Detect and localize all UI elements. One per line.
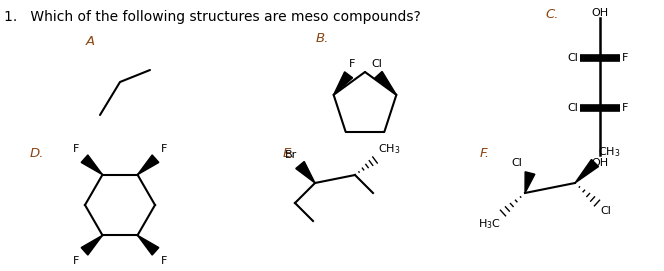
Text: Cl: Cl bbox=[371, 59, 382, 69]
Text: 1.   Which of the following structures are meso compounds?: 1. Which of the following structures are… bbox=[4, 10, 421, 24]
Text: OH: OH bbox=[592, 158, 609, 168]
Text: OH: OH bbox=[592, 8, 609, 18]
Text: Cl: Cl bbox=[511, 158, 522, 168]
Polygon shape bbox=[374, 72, 396, 95]
Polygon shape bbox=[575, 159, 598, 183]
Polygon shape bbox=[525, 172, 535, 193]
Text: Cl: Cl bbox=[567, 53, 578, 63]
Text: Br: Br bbox=[285, 150, 297, 160]
Polygon shape bbox=[81, 155, 102, 175]
Text: A: A bbox=[86, 35, 94, 48]
Text: Cl: Cl bbox=[600, 206, 611, 216]
Polygon shape bbox=[333, 72, 353, 95]
Text: E.: E. bbox=[283, 147, 295, 160]
Text: D.: D. bbox=[30, 147, 44, 160]
Text: F: F bbox=[73, 144, 80, 154]
Text: B.: B. bbox=[316, 32, 329, 45]
Text: F: F bbox=[161, 256, 167, 266]
Polygon shape bbox=[295, 162, 315, 183]
Text: CH$_3$: CH$_3$ bbox=[378, 142, 400, 156]
Polygon shape bbox=[137, 235, 159, 255]
Text: F: F bbox=[622, 53, 628, 63]
Text: C.: C. bbox=[545, 8, 558, 21]
Polygon shape bbox=[137, 155, 159, 175]
Text: F: F bbox=[161, 144, 167, 154]
Text: H$_3$C: H$_3$C bbox=[478, 217, 501, 231]
Text: F: F bbox=[349, 59, 355, 69]
Text: F.: F. bbox=[480, 147, 490, 160]
Text: CH$_3$: CH$_3$ bbox=[598, 145, 620, 159]
Text: Cl: Cl bbox=[567, 103, 578, 113]
Polygon shape bbox=[81, 235, 102, 255]
Text: F: F bbox=[73, 256, 80, 266]
Text: F: F bbox=[622, 103, 628, 113]
